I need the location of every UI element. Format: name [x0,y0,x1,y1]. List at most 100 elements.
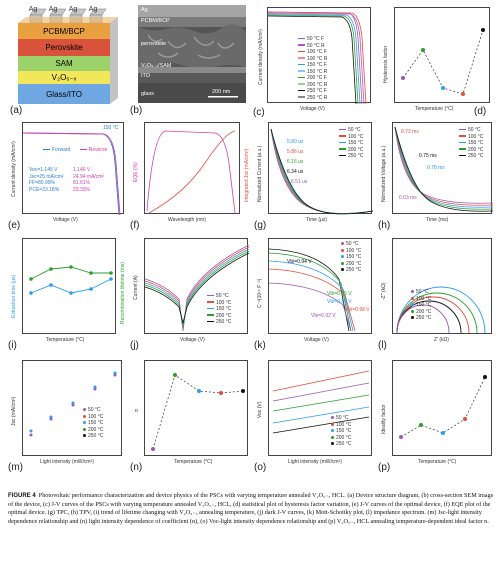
legend-item: 200 °C [216,312,232,319]
param-voc: 1.146 V [73,167,91,173]
panel-h-tpv: 0.72 ms 0.75 ms 0.78 ms 0.63 ms 50 °C 10… [378,122,496,234]
legend-item: 150 °C [468,140,484,146]
plot-area: 50 °C F 50 °C R 100 °C F 100 °C R 150 °C… [267,7,371,105]
legend-item: 100 °C [216,299,232,306]
param-jsc: Jsc=25 mA/cm² [29,173,64,180]
legend-item: 250 °C [416,315,432,321]
x-axis-label: Temperature (°C) [415,106,454,112]
legend-item: 50 °C [468,127,481,133]
x-axis-label: Voltage (V) [300,106,325,112]
param-ff: FF=80.99% [29,180,55,186]
param-pce: PCE=23.18% [29,186,60,193]
legend: Forward Reverse [43,147,107,154]
forward-params: Voc=1.145 V Jsc=25 mA/cm² FF=80.99% PCE=… [29,167,64,193]
y-axis-label: Hysteresis factor [383,45,389,83]
x-axis-label: Voltage (V) [180,337,205,343]
ag-label: Ag [28,6,38,13]
x-axis-label: Light intensity (mW/cm²) [288,459,342,465]
voc-light-chart [272,370,370,434]
panel-tag: (c) [253,107,265,118]
vbi-value: Vbi=0.85 V [327,291,352,297]
param-ff: 81.61% [73,180,90,186]
x-axis-label: Temperature (°C) [418,459,457,465]
panel-tag: (a) [10,105,23,116]
panel-f-eqe: Wavelength (nm) EQE (%) Integrated Jsc (… [130,122,252,234]
legend-item: 50 °C R [307,42,325,49]
y-axis-label: Normalized Voltage (a.u.) [381,145,387,202]
y-axis-label: Voc (V) [257,401,263,418]
x-axis-label: Z' (kΩ) [434,337,449,343]
legend-item: 200 °C [336,434,352,441]
legend-item: 200 °C [88,426,104,433]
x-axis-label: Time (µs) [306,217,328,223]
vbi-value: Vbi=0.94 V [287,259,312,265]
legend-item: 100 °C F [307,49,327,55]
mott-schottky-chart [268,248,356,332]
param-pce: 23.33% [73,186,90,193]
legend: 50 °C 100 °C 150 °C 200 °C 250 °C [207,293,231,326]
y-axis-label: C⁻²(10¹⁵ F⁻²) [257,278,263,308]
panel-b-sem-image: Ag PCBM/BCP perovskite V₂O₅₋ₓ/SAM ITO gl… [130,5,250,116]
panel-j-dark-jv: 50 °C 100 °C 150 °C 200 °C 250 °C Voltag… [130,238,252,356]
layer-glass-ito: Glass/ITO [46,89,82,99]
panel-tag: (o) [254,462,267,473]
x-axis-label: Voltage (V) [304,337,329,343]
lifetime-chart [29,265,113,295]
ag-label: Ag [88,6,98,13]
legend: 50 °C 100 °C 150 °C 200 °C 250 °C [411,289,431,322]
legend-item: 150 °C [216,306,232,312]
legend-item: 250 °C [216,319,232,325]
panel-e-optimal-jv: 150 °C Forward Reverse Voc=1.145 V Jsc=2… [8,122,128,234]
panel-tag: (i) [8,340,17,351]
plot-area [394,7,490,103]
alpha-chart [151,373,245,451]
panel-tag: (n) [130,462,143,473]
panel-c-jv-curves: 50 °C F 50 °C R 100 °C F 100 °C R 150 °C… [253,5,375,120]
figure-caption: FIGURE 4 Photovoltaic performance charac… [8,492,494,526]
annealing-temp-note: 150 °C [103,125,119,131]
y-axis-label: -Z'' (kΩ) [381,282,387,300]
y-axis-label-right: Recombination lifetime (ms) [120,262,126,324]
y-axis-label: Current density (mA/cm²) [11,141,17,197]
y-axis-label-right: Integrated Jsc (mA/cm²) [244,148,250,202]
legend: 50 °C 100 °C 150 °C 200 °C 250 °C [339,127,363,160]
legend-item: 250 °C [88,433,104,439]
legend-item: 100 °C [336,421,352,428]
plot-area: 5.80 us 5.86 us 6.16 us 6.34 us 6.51 us … [268,122,374,215]
legend-item: 50 °C [348,127,361,133]
plot-area: Vbi=0.94 V Vbi=0.85 V Vbi=0.88 V Vbi=0.9… [268,238,372,334]
ideality-chart [399,375,487,439]
tpc-value: 5.86 us [287,149,304,155]
sem-label-ag: Ag [141,7,148,13]
legend-item: 150 °C [348,140,364,146]
reverse-params: 1.146 V 24.94 mA/cm² 81.61% 23.33% [73,167,104,193]
legend-item: 50 °C [346,241,359,247]
tpc-chart [270,128,374,215]
panel-m-jsc-light: 50 °C 100 °C 150 °C 200 °C 250 °C Light … [8,360,128,478]
panel-tag: (d) [474,106,487,117]
vbi-value: Vbi=0.98 V [345,307,370,313]
tpv-value: 0.63 ms [399,195,417,201]
eqe-chart [146,130,236,214]
x-axis-label: Temperature (°C) [46,337,85,343]
x-axis-label: Light intensity (mW/cm²) [40,459,94,465]
legend-item: 250 °C [346,267,362,273]
panel-d-hysteresis: Temperature (°C) Hysteresis factor (d) [380,5,495,120]
tpv-value: 0.75 ms [419,153,437,159]
legend: 50 °C 100 °C 150 °C 200 °C 250 °C [331,415,351,448]
y-axis-label: α [134,409,140,412]
plot-area: 50 °C 100 °C 150 °C 200 °C 250 °C [22,360,122,456]
legend: 50 °C F 50 °C R 100 °C F 100 °C R 150 °C… [298,36,327,101]
tpc-value: 5.80 us [287,139,304,145]
jv-curves-chart [267,11,367,105]
layer-v2o5: V₂O₅₋ₓ [51,73,77,82]
tpc-value: 6.34 us [287,169,304,175]
legend-item: 250 °C [336,441,352,447]
legend: 50 °C 100 °C 150 °C 200 °C 250 °C [341,241,361,274]
y-axis-label: Normalized Current (a.u.) [257,145,263,202]
layer-pcbm: PCBM/BCP [43,26,85,36]
legend-item: 200 °C R [307,81,328,88]
layer-perovskite: Perovskite [45,43,83,52]
legend: 50 °C 100 °C 150 °C 200 °C 250 °C [83,407,103,440]
legend-item: 50 °C F [307,36,325,42]
